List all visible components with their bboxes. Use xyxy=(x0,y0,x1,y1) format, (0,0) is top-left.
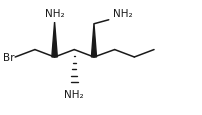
Text: NH₂: NH₂ xyxy=(45,9,64,19)
Text: NH₂: NH₂ xyxy=(113,9,132,19)
Text: NH₂: NH₂ xyxy=(64,89,84,99)
Polygon shape xyxy=(52,23,57,58)
Text: Br: Br xyxy=(3,53,14,62)
Polygon shape xyxy=(92,24,97,58)
